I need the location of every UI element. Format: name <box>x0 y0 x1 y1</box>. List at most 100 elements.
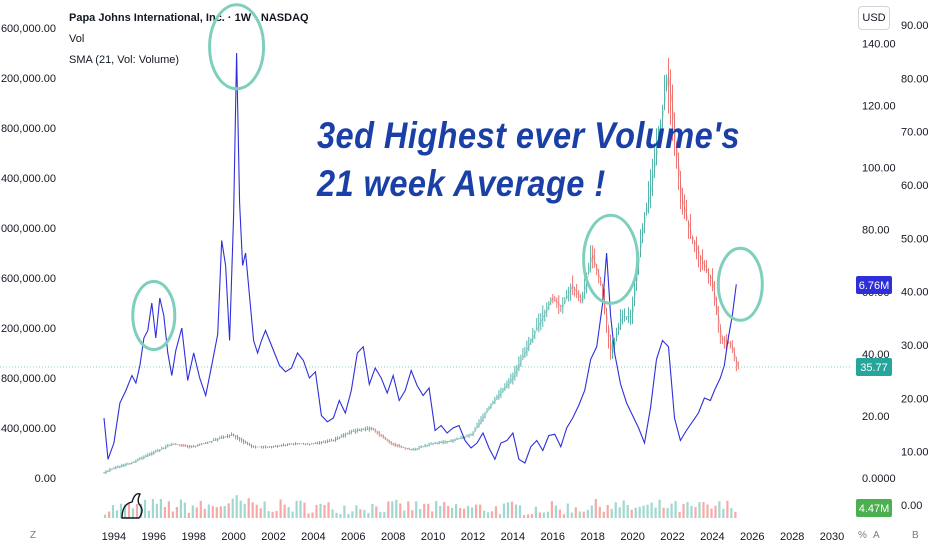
volume-bar <box>383 511 386 518</box>
volume-bar <box>131 508 135 518</box>
indicator-sma-label[interactable]: SMA (21, Vol: Volume) <box>69 54 180 66</box>
price-value-badge-bg <box>856 357 892 376</box>
volume-bar <box>147 510 150 518</box>
volume-bar <box>187 512 190 518</box>
chart-title[interactable]: Papa Johns International, Inc. · 1W · NA… <box>69 12 309 24</box>
y-right-vol-tick: 60.00 <box>901 180 929 192</box>
volume-bar <box>494 506 498 518</box>
y-right-vol-tick: 10.00 <box>901 447 929 459</box>
volume-bar <box>335 512 338 518</box>
volume-bar <box>247 498 250 518</box>
volume-bar <box>339 514 342 518</box>
y-right-price-tick: 100.00 <box>862 163 896 175</box>
volume-bar <box>167 501 170 518</box>
volume-bar <box>518 505 522 518</box>
y-right-vol-tick: 80.00 <box>901 73 929 85</box>
volume-bar <box>666 508 669 518</box>
volume-bar <box>439 506 442 518</box>
sma-value-badge-bg <box>856 276 892 294</box>
volume-bar <box>602 511 605 518</box>
y-left-tick: 400,000.00 <box>1 423 56 435</box>
volume-bar <box>730 508 733 518</box>
y-left-tick: 0.00 <box>35 473 56 485</box>
y-right-vol-tick: 90.00 <box>901 20 929 32</box>
volume-bar <box>411 510 414 518</box>
volume-bar <box>223 506 226 518</box>
auto-scale-button[interactable]: A <box>873 530 880 541</box>
y-left-tick: 2,000,000.00 <box>0 223 56 235</box>
volume-bar <box>435 501 438 518</box>
volume-bar <box>391 501 394 518</box>
volume-bar <box>359 509 362 518</box>
price-value-badge: 35.77 <box>860 362 888 374</box>
volume-bar <box>379 512 382 518</box>
volume-bar <box>199 500 202 518</box>
volume-bar <box>506 502 510 518</box>
indicator-vol-label[interactable]: Vol <box>69 33 85 45</box>
volume-bar <box>347 514 350 518</box>
volume-bar <box>151 499 154 518</box>
volume-bar <box>239 500 242 518</box>
volume-bar <box>582 511 585 518</box>
volume-bar <box>734 511 737 518</box>
volume-bar <box>622 500 625 518</box>
volume-bar <box>299 500 302 518</box>
volume-bar <box>526 514 530 518</box>
volume-bar <box>387 501 390 518</box>
volume-bar <box>618 507 621 518</box>
volume-bar <box>207 504 210 518</box>
annotation-circle <box>582 213 640 305</box>
y-right-vol-tick: 70.00 <box>901 127 929 139</box>
x-tick: 2002 <box>261 531 285 543</box>
volume-bar <box>726 500 729 518</box>
volume-bar <box>111 505 115 518</box>
volume-bar <box>590 505 593 518</box>
volume-bar <box>423 503 426 518</box>
volume-bar <box>399 503 402 518</box>
x-tick: 2024 <box>700 531 724 543</box>
volume-bar <box>371 503 374 518</box>
annotation-circle <box>208 3 266 91</box>
volume-bar <box>467 505 470 518</box>
percent-scale-button[interactable]: % <box>858 530 867 541</box>
volume-bar <box>638 506 641 518</box>
volume-bar <box>403 510 406 518</box>
volume-bar <box>558 509 561 518</box>
volume-bar <box>662 507 665 518</box>
volume-bar <box>407 501 410 518</box>
sma-value-badge: 6.76M <box>859 280 890 292</box>
volume-bar <box>606 504 609 518</box>
volume-bar <box>510 501 514 518</box>
y-right-price-tick-zero: 0.0000 <box>862 473 896 485</box>
volume-bar <box>119 503 123 518</box>
volume-bar <box>718 501 721 518</box>
volume-bar <box>690 505 693 518</box>
y-left-tick: 3,200,000.00 <box>0 73 56 85</box>
volume-bar <box>479 504 482 518</box>
y-right-price-tick: 120.00 <box>862 101 896 113</box>
volume-bar <box>566 503 569 518</box>
volume-bar <box>267 511 270 518</box>
volume-bar <box>255 504 258 518</box>
volume-bar <box>351 511 354 518</box>
bar-scale-button[interactable]: B <box>912 530 919 541</box>
volume-bar <box>183 502 186 518</box>
x-tick: 1996 <box>142 531 166 543</box>
y-left-tick: 800,000.00 <box>1 373 56 385</box>
volume-bar <box>307 513 310 518</box>
annotation-line-2: 21 week Average ! <box>317 163 606 204</box>
volume-bar <box>650 502 653 518</box>
volume-bar <box>487 512 490 518</box>
volume-bar <box>319 503 322 518</box>
volume-bar <box>115 510 119 518</box>
volume-bar <box>471 507 474 518</box>
volume-bar <box>295 500 298 518</box>
volume-bar <box>163 507 166 518</box>
volume-bar <box>367 512 370 518</box>
timezone-button[interactable]: Z <box>30 530 37 541</box>
y-left-tick: 1,200,000.00 <box>0 323 56 335</box>
currency-button[interactable]: USD <box>858 6 890 30</box>
x-tick: 2026 <box>740 531 764 543</box>
volume-bar <box>522 515 526 518</box>
